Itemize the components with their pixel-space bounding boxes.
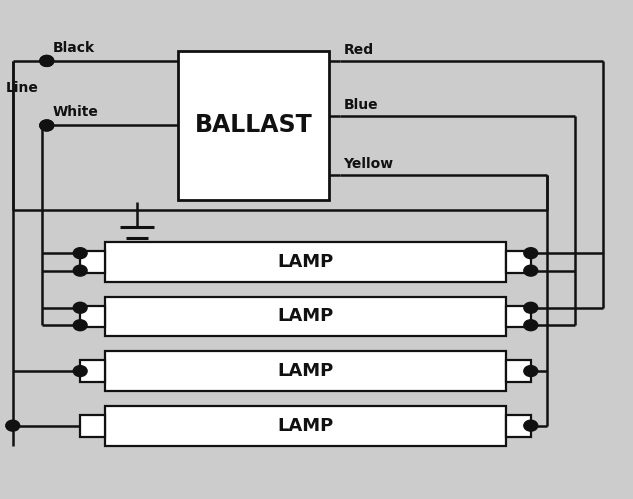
Circle shape [6,420,20,431]
Circle shape [40,55,54,66]
Bar [80,360,105,382]
Bar [506,305,531,327]
Bar [105,351,506,391]
Text: BALLAST: BALLAST [194,113,312,137]
Circle shape [73,265,87,276]
Bar [80,305,105,327]
Text: LAMP: LAMP [277,307,334,325]
Circle shape [73,366,87,377]
Circle shape [524,320,537,331]
Bar [105,242,506,282]
Text: LAMP: LAMP [277,253,334,271]
Text: LAMP: LAMP [277,417,334,435]
Circle shape [40,120,54,131]
Bar [506,251,531,273]
Text: Red: Red [344,43,373,57]
Text: Black: Black [53,41,95,55]
Circle shape [524,248,537,258]
Circle shape [524,420,537,431]
Circle shape [40,120,54,131]
Text: White: White [53,105,99,119]
Text: Line: Line [6,81,39,95]
Circle shape [524,366,537,377]
Bar [80,251,105,273]
Circle shape [524,302,537,313]
Bar [506,360,531,382]
Circle shape [73,248,87,258]
Bar [105,406,506,446]
Circle shape [73,320,87,331]
Text: Yellow: Yellow [344,157,394,171]
Bar [80,415,105,437]
Circle shape [40,55,54,66]
Bar [178,51,329,200]
Bar [105,296,506,336]
Bar [506,415,531,437]
Text: LAMP: LAMP [277,362,334,380]
Circle shape [524,265,537,276]
Text: Blue: Blue [344,97,379,112]
Circle shape [73,302,87,313]
